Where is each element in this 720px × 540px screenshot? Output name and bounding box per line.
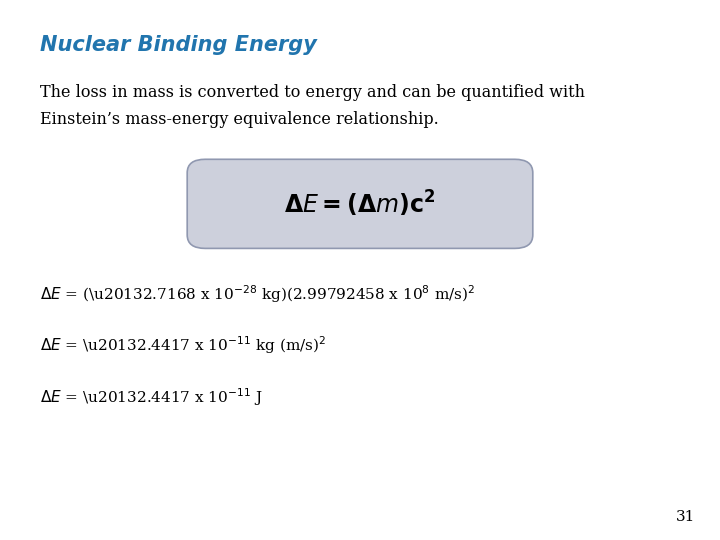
Text: The loss in mass is converted to energy and can be quantified with: The loss in mass is converted to energy … [40,84,585,100]
Text: $\Delta\mathit{E}$ = \u20132.4417 x 10$^{-11}$ kg (m/s)$^{2}$: $\Delta\mathit{E}$ = \u20132.4417 x 10$^… [40,335,326,356]
Text: $\Delta\mathit{E}$ = (\u20132.7168 x 10$^{-28}$ kg)(2.99792458 x 10$^{8}$ m/s)$^: $\Delta\mathit{E}$ = (\u20132.7168 x 10$… [40,284,475,305]
Text: Nuclear Binding Energy: Nuclear Binding Energy [40,35,317,55]
Text: 31: 31 [675,510,695,524]
FancyBboxPatch shape [187,159,533,248]
Text: $\mathbf{\Delta}$$\mathit{E}$$\mathbf{ = (}$$\mathbf{\Delta}$$\mathit{m}$$\mathb: $\mathbf{\Delta}$$\mathit{E}$$\mathbf{ =… [284,189,436,219]
Text: $\Delta\mathit{E}$ = \u20132.4417 x 10$^{-11}$ J: $\Delta\mathit{E}$ = \u20132.4417 x 10$^… [40,386,262,408]
Text: Einstein’s mass-energy equivalence relationship.: Einstein’s mass-energy equivalence relat… [40,111,438,127]
